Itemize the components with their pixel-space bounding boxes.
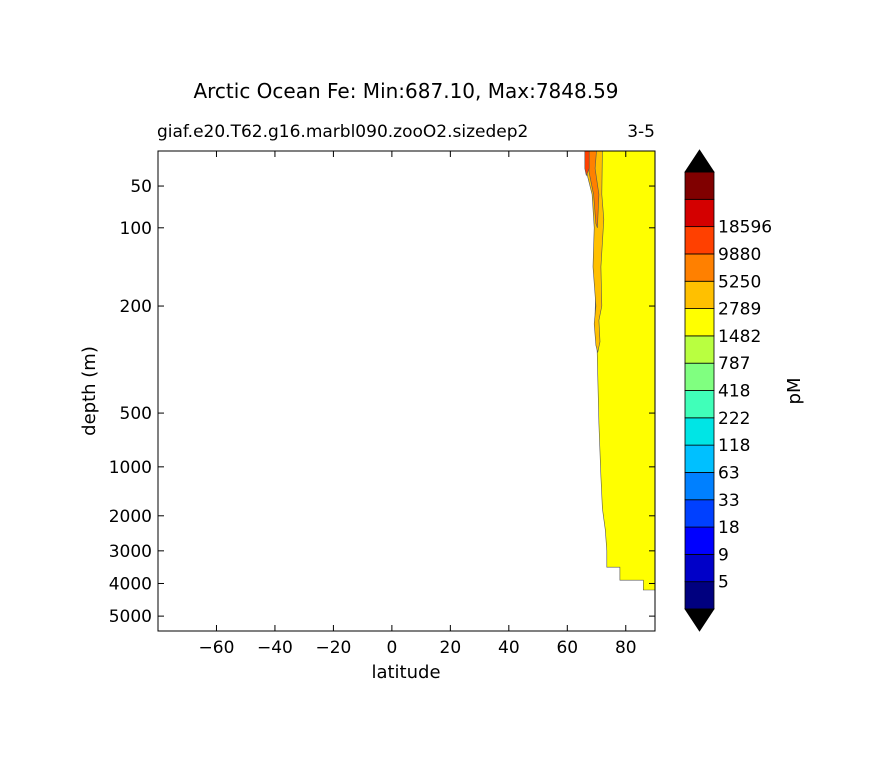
- colorbar-label: pM: [784, 378, 805, 405]
- colorbar-tick-label: 33: [718, 491, 740, 511]
- colorbar-tick-label: 18596: [718, 218, 772, 238]
- colorbar-extend-max: [684, 149, 715, 173]
- colorbar-swatch: [684, 198, 715, 228]
- y-tick-label: 200: [120, 297, 152, 317]
- y-tick-label: 50: [130, 177, 152, 197]
- colorbar-swatch: [684, 581, 715, 610]
- chart-subtitle-left: giaf.e20.T62.g16.marbl090.zooO2.sizedep2: [157, 122, 528, 142]
- y-tick-label: 3000: [109, 542, 152, 562]
- y-tick-label: 2000: [109, 507, 152, 527]
- x-tick-label: −40: [257, 638, 293, 658]
- plot-frame: [157, 150, 656, 632]
- colorbar-swatch: [684, 280, 715, 309]
- y-tick-label: 1000: [109, 458, 152, 478]
- colorbar-tick-label: 63: [718, 463, 740, 483]
- colorbar-swatch: [684, 362, 715, 391]
- x-axis-label: latitude: [371, 662, 440, 683]
- colorbar-swatch: [684, 472, 715, 501]
- plot-area: −60 −40 −20 0 20 40 60 80 50 100 200 500 1000 2000 30…: [109, 150, 656, 658]
- y-tick-label: 100: [120, 219, 152, 239]
- x-tick-label: 60: [556, 638, 578, 658]
- colorbar-tick-label: 5: [718, 573, 729, 593]
- colorbar-tick-label: 222: [718, 409, 750, 429]
- x-tick-label: 20: [440, 638, 462, 658]
- chart-subtitle-right: 3-5: [627, 122, 655, 142]
- x-tick-label: 0: [386, 638, 397, 658]
- colorbar-tick-label: 9880: [718, 245, 761, 265]
- contour-region: [584, 151, 605, 353]
- colorbar-tick-label: 787: [718, 354, 750, 374]
- colorbar: 5 9 18 33 63 118 222 418 787 1482 2789 5250 9880 1859…: [684, 149, 772, 632]
- colorbar-tick-label: 2789: [718, 300, 761, 320]
- colorbar-swatch: [684, 226, 715, 255]
- y-tick-label: 4000: [109, 574, 152, 594]
- colorbar-swatch: [684, 526, 715, 555]
- colorbar-tick-label: 5250: [718, 272, 761, 292]
- colorbar-swatch: [684, 390, 715, 419]
- colorbar-extend-min: [684, 608, 715, 632]
- colorbar-swatch: [684, 308, 715, 337]
- x-tick-label: 80: [615, 638, 637, 658]
- colorbar-swatch: [684, 553, 715, 583]
- chart-title: Arctic Ocean Fe: Min:687.10, Max:7848.59: [193, 79, 618, 103]
- colorbar-tick-label: 118: [718, 436, 750, 456]
- y-tick-label: 5000: [109, 607, 152, 627]
- colorbar-tick-label: 1482: [718, 327, 761, 347]
- colorbar-swatch: [684, 499, 715, 528]
- y-tick-label: 500: [120, 404, 152, 424]
- x-tick-label: −60: [199, 638, 235, 658]
- colorbar-swatch: [684, 253, 715, 282]
- colorbar-tick-label: 18: [718, 518, 740, 538]
- colorbar-tick-label: 418: [718, 382, 750, 402]
- colorbar-swatch: [684, 444, 715, 473]
- x-tick-label: −20: [315, 638, 351, 658]
- x-tick-label: 40: [498, 638, 520, 658]
- y-axis-label: depth (m): [79, 346, 100, 436]
- contour-region: [584, 151, 590, 177]
- colorbar-swatch: [684, 171, 715, 200]
- colorbar-swatch: [684, 335, 715, 364]
- colorbar-swatch: [684, 417, 715, 446]
- colorbar-tick-label: 9: [718, 545, 729, 565]
- contour-region: [587, 151, 600, 228]
